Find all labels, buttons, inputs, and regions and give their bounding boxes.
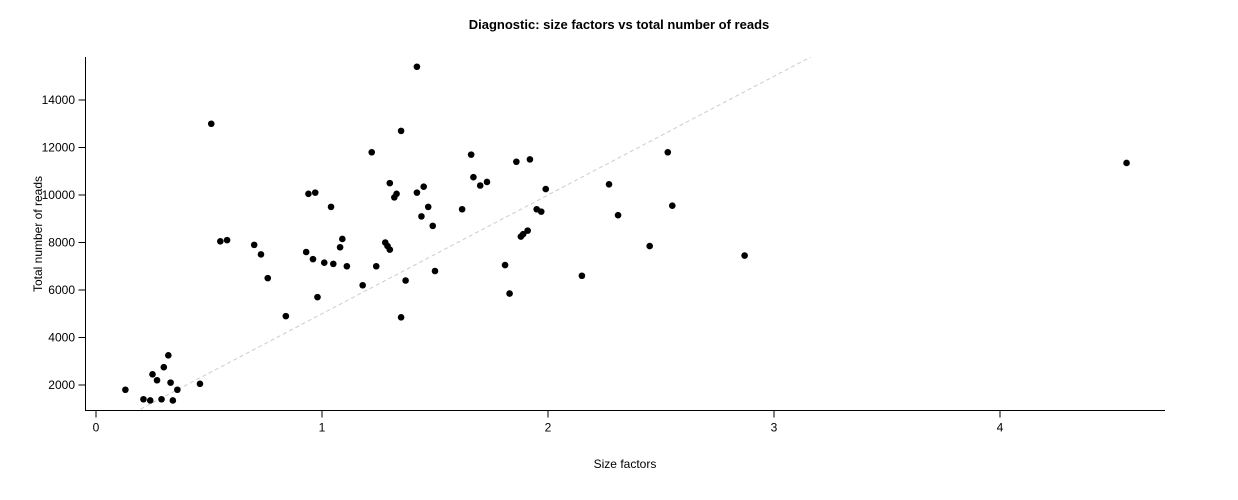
x-axis-title: Size factors [593, 457, 657, 471]
data-point [165, 352, 172, 359]
data-point [513, 158, 520, 166]
data-point [122, 386, 129, 394]
data-point [305, 190, 312, 198]
y-tick-label: 4000 [48, 331, 75, 345]
data-point [336, 243, 344, 251]
data-point [158, 395, 165, 403]
data-point [343, 262, 351, 270]
data-point [320, 259, 328, 266]
data-point [386, 179, 394, 187]
data-point [311, 189, 319, 196]
data-point [664, 148, 672, 156]
data-point [476, 182, 484, 189]
x-tick-label: 1 [319, 421, 326, 435]
data-point [140, 395, 147, 403]
data-point [282, 312, 290, 320]
data-point [578, 272, 586, 280]
chart-title: Diagnostic: size factors vs total number… [468, 17, 770, 32]
data-point [413, 189, 421, 196]
data-point [314, 293, 321, 301]
data-point [330, 260, 337, 268]
y-tick-label: 12000 [42, 141, 76, 155]
x-tick-label: 0 [93, 421, 100, 435]
x-tick-label: 2 [545, 421, 552, 435]
data-point [327, 203, 335, 211]
data-point [470, 173, 477, 181]
data-point [302, 248, 310, 256]
data-point [424, 203, 432, 211]
data-point [646, 242, 653, 250]
data-point [542, 185, 550, 193]
data-point [368, 148, 376, 156]
data-point [393, 190, 400, 198]
data-point [264, 274, 272, 282]
data-point [339, 235, 346, 243]
data-point [605, 181, 613, 188]
data-point [741, 252, 748, 259]
data-point [524, 227, 531, 234]
data-point [372, 262, 380, 270]
y-tick-label: 6000 [48, 283, 75, 297]
y-tick-label: 10000 [42, 188, 76, 202]
data-point [167, 379, 174, 386]
data-point [526, 156, 534, 163]
data-point [402, 277, 409, 284]
data-point [467, 151, 475, 158]
y-axis-title: Total number of reads [31, 175, 45, 293]
data-point [207, 120, 215, 128]
data-point [458, 205, 466, 213]
data-point [431, 267, 439, 275]
y-tick-label: 8000 [48, 236, 75, 250]
data-point [420, 183, 428, 190]
y-tick-label: 14000 [42, 93, 76, 107]
data-point [537, 208, 545, 215]
data-point [506, 290, 513, 297]
data-point [223, 236, 231, 244]
data-point [418, 213, 425, 220]
data-point [257, 251, 265, 258]
data-point [160, 363, 168, 371]
data-point [669, 202, 676, 209]
data-point [146, 397, 154, 404]
data-point [397, 314, 405, 321]
data-point [429, 222, 437, 230]
data-point [397, 127, 405, 135]
x-tick-label: 4 [997, 421, 1004, 435]
y-tick-label: 2000 [48, 378, 75, 392]
data-point [614, 211, 622, 219]
reference-line [136, 57, 812, 411]
data-point [169, 397, 177, 404]
data-point [386, 246, 394, 253]
data-point [250, 241, 258, 249]
data-point [413, 63, 421, 71]
data-point [483, 178, 491, 186]
data-point [153, 376, 161, 384]
data-point [174, 386, 181, 394]
data-point [519, 230, 527, 238]
data-point [196, 380, 204, 388]
data-point [309, 255, 317, 263]
x-tick-label: 3 [771, 421, 778, 435]
data-point [1123, 159, 1130, 167]
data-point [217, 238, 224, 245]
data-point [359, 281, 366, 289]
data-point [149, 371, 156, 378]
data-point [501, 261, 509, 269]
